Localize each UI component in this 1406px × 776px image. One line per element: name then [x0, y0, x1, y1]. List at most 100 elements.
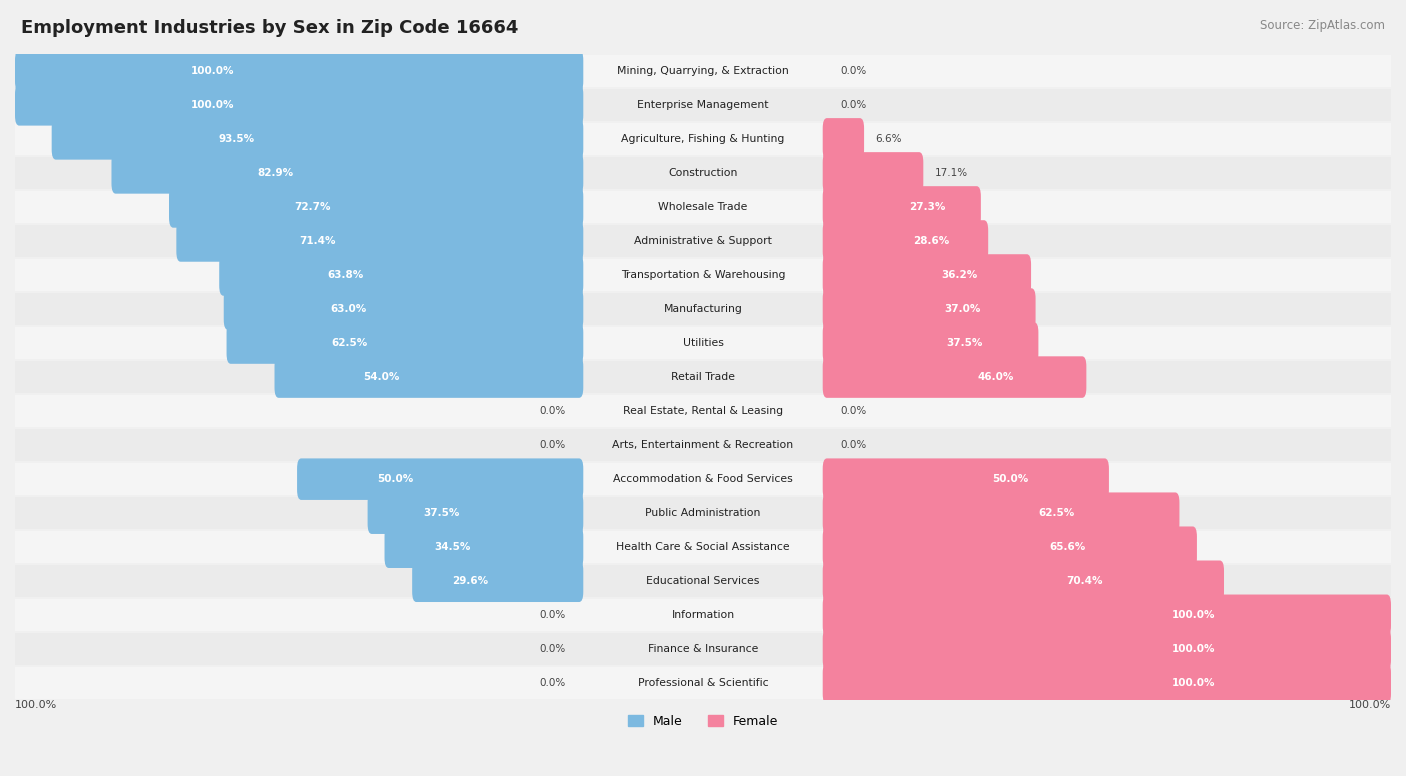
FancyBboxPatch shape: [297, 459, 583, 500]
Text: 37.5%: 37.5%: [946, 338, 983, 348]
Bar: [15, 88, 1391, 121]
FancyBboxPatch shape: [384, 526, 583, 568]
Bar: [15, 565, 1391, 598]
FancyBboxPatch shape: [111, 152, 583, 194]
Bar: [15, 667, 1391, 699]
FancyBboxPatch shape: [823, 663, 1391, 704]
Text: 70.4%: 70.4%: [1067, 577, 1104, 586]
Bar: [15, 429, 1391, 461]
Text: Transportation & Warehousing: Transportation & Warehousing: [621, 270, 785, 280]
Text: Construction: Construction: [668, 168, 738, 178]
Bar: [15, 599, 1391, 632]
FancyBboxPatch shape: [412, 560, 583, 602]
Text: 50.0%: 50.0%: [378, 474, 413, 484]
Text: Enterprise Management: Enterprise Management: [637, 100, 769, 110]
Text: 50.0%: 50.0%: [993, 474, 1028, 484]
Text: 0.0%: 0.0%: [538, 678, 565, 688]
Bar: [15, 55, 1391, 87]
Text: Public Administration: Public Administration: [645, 508, 761, 518]
Bar: [15, 157, 1391, 189]
FancyBboxPatch shape: [823, 356, 1087, 398]
Text: 0.0%: 0.0%: [841, 440, 868, 450]
Text: 100.0%: 100.0%: [1171, 610, 1215, 620]
FancyBboxPatch shape: [15, 50, 583, 92]
FancyBboxPatch shape: [226, 322, 583, 364]
Text: 0.0%: 0.0%: [841, 100, 868, 110]
FancyBboxPatch shape: [219, 255, 583, 296]
FancyBboxPatch shape: [823, 152, 924, 194]
Text: 100.0%: 100.0%: [191, 100, 235, 110]
FancyBboxPatch shape: [823, 459, 1109, 500]
Text: Manufacturing: Manufacturing: [664, 304, 742, 314]
Text: 28.6%: 28.6%: [914, 236, 950, 246]
Text: 6.6%: 6.6%: [875, 134, 901, 144]
Text: Professional & Scientific: Professional & Scientific: [638, 678, 768, 688]
Bar: [15, 532, 1391, 563]
Text: 100.0%: 100.0%: [1348, 701, 1391, 710]
Text: Health Care & Social Assistance: Health Care & Social Assistance: [616, 542, 790, 553]
Text: 37.5%: 37.5%: [423, 508, 460, 518]
Text: 72.7%: 72.7%: [294, 202, 330, 212]
Text: Agriculture, Fishing & Hunting: Agriculture, Fishing & Hunting: [621, 134, 785, 144]
Text: 34.5%: 34.5%: [434, 542, 471, 553]
FancyBboxPatch shape: [823, 526, 1197, 568]
Text: Information: Information: [672, 610, 734, 620]
Text: 100.0%: 100.0%: [1171, 678, 1215, 688]
FancyBboxPatch shape: [176, 220, 583, 262]
Text: 0.0%: 0.0%: [538, 610, 565, 620]
FancyBboxPatch shape: [823, 220, 988, 262]
Text: 62.5%: 62.5%: [1038, 508, 1074, 518]
Bar: [15, 463, 1391, 495]
Text: Mining, Quarrying, & Extraction: Mining, Quarrying, & Extraction: [617, 66, 789, 76]
FancyBboxPatch shape: [823, 560, 1225, 602]
FancyBboxPatch shape: [823, 594, 1391, 636]
Bar: [15, 327, 1391, 359]
Text: 71.4%: 71.4%: [299, 236, 336, 246]
Text: 65.6%: 65.6%: [1049, 542, 1085, 553]
Text: 37.0%: 37.0%: [945, 304, 981, 314]
Text: 63.0%: 63.0%: [330, 304, 366, 314]
Bar: [15, 395, 1391, 427]
Text: Employment Industries by Sex in Zip Code 16664: Employment Industries by Sex in Zip Code…: [21, 19, 519, 37]
Bar: [15, 361, 1391, 393]
FancyBboxPatch shape: [823, 288, 1036, 330]
FancyBboxPatch shape: [15, 84, 583, 126]
Bar: [15, 259, 1391, 291]
Text: 82.9%: 82.9%: [257, 168, 294, 178]
Text: 36.2%: 36.2%: [942, 270, 977, 280]
Text: 0.0%: 0.0%: [841, 66, 868, 76]
Text: 0.0%: 0.0%: [538, 644, 565, 654]
Legend: Male, Female: Male, Female: [623, 710, 783, 733]
Text: 46.0%: 46.0%: [977, 372, 1014, 382]
FancyBboxPatch shape: [823, 255, 1031, 296]
Text: 54.0%: 54.0%: [363, 372, 399, 382]
FancyBboxPatch shape: [823, 186, 981, 227]
Bar: [15, 123, 1391, 155]
FancyBboxPatch shape: [367, 493, 583, 534]
Bar: [15, 225, 1391, 257]
Text: Educational Services: Educational Services: [647, 577, 759, 586]
Text: Accommodation & Food Services: Accommodation & Food Services: [613, 474, 793, 484]
FancyBboxPatch shape: [52, 118, 583, 160]
Text: 0.0%: 0.0%: [841, 406, 868, 416]
Text: Utilities: Utilities: [682, 338, 724, 348]
Text: Arts, Entertainment & Recreation: Arts, Entertainment & Recreation: [613, 440, 793, 450]
Text: 63.8%: 63.8%: [328, 270, 363, 280]
Text: Real Estate, Rental & Leasing: Real Estate, Rental & Leasing: [623, 406, 783, 416]
FancyBboxPatch shape: [224, 288, 583, 330]
FancyBboxPatch shape: [823, 322, 1039, 364]
Text: 0.0%: 0.0%: [538, 440, 565, 450]
Bar: [15, 293, 1391, 325]
Text: 100.0%: 100.0%: [15, 701, 58, 710]
Text: 29.6%: 29.6%: [453, 577, 489, 586]
Text: 62.5%: 62.5%: [332, 338, 368, 348]
FancyBboxPatch shape: [823, 118, 865, 160]
Text: 100.0%: 100.0%: [191, 66, 235, 76]
Text: Source: ZipAtlas.com: Source: ZipAtlas.com: [1260, 19, 1385, 33]
Text: 0.0%: 0.0%: [538, 406, 565, 416]
Text: Wholesale Trade: Wholesale Trade: [658, 202, 748, 212]
Bar: [15, 497, 1391, 529]
Text: 100.0%: 100.0%: [1171, 644, 1215, 654]
Text: Retail Trade: Retail Trade: [671, 372, 735, 382]
Text: Administrative & Support: Administrative & Support: [634, 236, 772, 246]
